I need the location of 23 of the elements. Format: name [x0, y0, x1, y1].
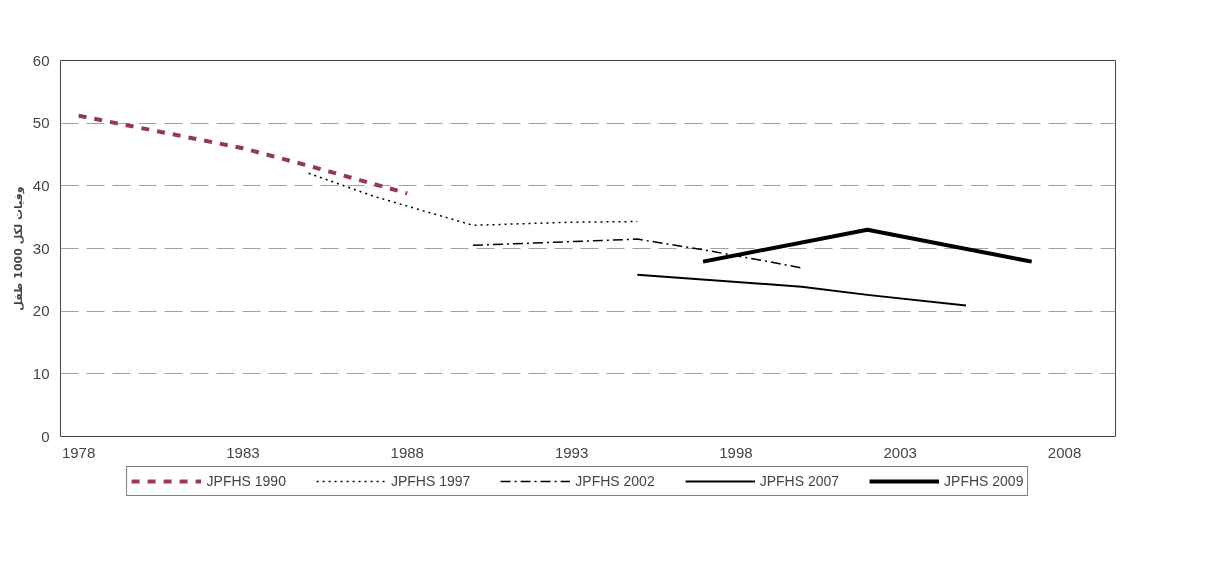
line-series	[307, 172, 639, 227]
legend-label: JPFHS 1990	[206, 473, 286, 489]
x-tick-label: 2003	[883, 443, 917, 461]
y-tick-label: 50	[32, 114, 50, 132]
line-series	[636, 273, 967, 307]
y-tick-label: 60	[32, 51, 50, 69]
y-axis-title: وفيات لكل 1000 طفل	[11, 186, 25, 311]
x-tick-label: 1993	[554, 443, 589, 461]
x-tick-label: 1988	[390, 443, 424, 461]
y-tick-label: 20	[32, 302, 50, 320]
line-series	[76, 113, 410, 196]
y-tick-label: 10	[32, 364, 50, 382]
legend-label: JPFHS 2007	[759, 473, 840, 489]
legend-label: JPFHS 1997	[390, 473, 471, 489]
y-tick-label: 40	[32, 176, 50, 194]
legend-label: JPFHS 2002	[575, 473, 655, 489]
x-tick-label: 1998	[719, 443, 753, 461]
x-tick-label: 1983	[226, 443, 260, 461]
y-tick-label: 30	[32, 239, 50, 257]
x-tick-label: 2008	[1047, 443, 1082, 461]
x-tick-label: 1978	[61, 443, 96, 461]
legend-label: JPFHS 2009	[944, 473, 1024, 489]
y-tick-label: 0	[41, 427, 50, 445]
